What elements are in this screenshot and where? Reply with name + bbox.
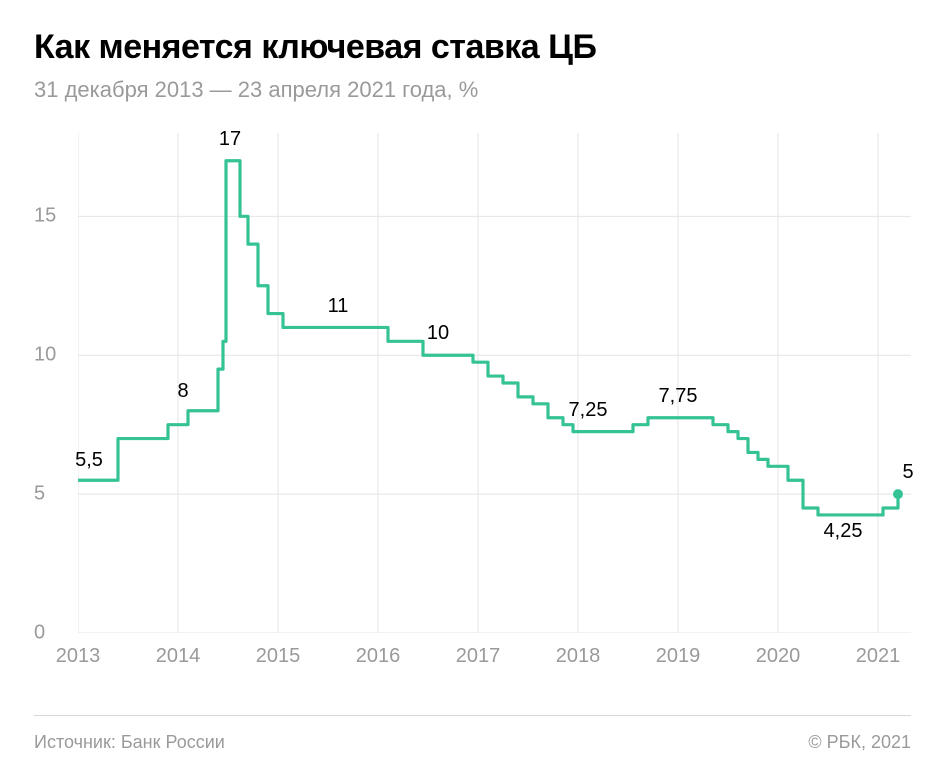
- data-point-label: 5: [902, 461, 913, 484]
- data-point-label: 8: [177, 380, 188, 403]
- x-tick-label: 2013: [56, 645, 101, 668]
- chart-title: Как меняется ключевая ставка ЦБ: [34, 28, 911, 67]
- copyright-label: © РБК, 2021: [808, 732, 911, 753]
- y-tick-label: 10: [34, 344, 70, 367]
- data-point-label: 17: [219, 128, 241, 151]
- x-tick-label: 2020: [756, 645, 801, 668]
- x-axis: 201320142015201620172018201920202021: [78, 637, 911, 673]
- source-label: Источник: Банк России: [34, 732, 225, 753]
- x-tick-label: 2015: [256, 645, 301, 668]
- x-tick-label: 2016: [356, 645, 401, 668]
- chart-area: 051015 5,581711107,257,754,255 201320142…: [34, 133, 911, 673]
- data-point-label: 10: [427, 322, 449, 345]
- y-axis: 051015: [34, 133, 74, 633]
- y-tick-label: 5: [34, 483, 70, 506]
- x-tick-label: 2017: [456, 645, 501, 668]
- end-point-marker: [893, 489, 903, 499]
- y-tick-label: 15: [34, 205, 70, 228]
- x-tick-label: 2014: [156, 645, 201, 668]
- chart-subtitle: 31 декабря 2013 — 23 апреля 2021 года, %: [34, 77, 911, 103]
- rate-line: [78, 161, 898, 515]
- plot-area: 5,581711107,257,754,255: [78, 133, 911, 633]
- x-tick-label: 2021: [856, 645, 901, 668]
- data-point-label: 4,25: [824, 520, 863, 543]
- x-tick-label: 2019: [656, 645, 701, 668]
- data-point-label: 7,25: [569, 399, 608, 422]
- y-tick-label: 0: [34, 622, 70, 645]
- data-point-label: 11: [328, 295, 349, 318]
- x-tick-label: 2018: [556, 645, 601, 668]
- data-point-label: 5,5: [75, 449, 103, 472]
- data-point-label: 7,75: [659, 385, 698, 408]
- chart-footer: Источник: Банк России © РБК, 2021: [34, 715, 911, 753]
